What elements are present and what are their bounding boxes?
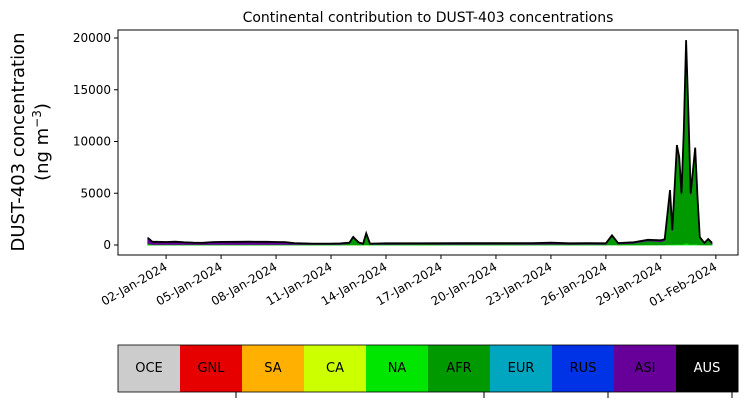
legend-label-oce: OCE: [135, 361, 163, 376]
legend-label-ca: CA: [326, 361, 344, 376]
legend-label-na: NA: [388, 361, 407, 376]
legend-swatch-ca: [304, 345, 367, 392]
axes: 0500010000150002000002-Jan-202405-Jan-20…: [73, 29, 739, 309]
y-axis-label-unit: (ng m: [32, 128, 53, 181]
legend-swatch-gnl: [180, 345, 243, 392]
y-tick-label: 15000: [73, 83, 111, 97]
legend-swatch-aus: [676, 345, 739, 392]
y-axis-label-exponent: −3: [30, 110, 44, 128]
legend-label-sa: SA: [264, 361, 281, 376]
y-axis-label-line1: DUST-403 concentration: [8, 32, 29, 251]
legend-label-gnl: GNL: [197, 361, 225, 376]
y-axis-label-close: ): [32, 103, 53, 110]
legend-label-asi: ASI: [635, 361, 656, 376]
legend-frame: [117, 344, 739, 393]
legend-swatch-na: [366, 345, 429, 392]
area-afr: [147, 42, 713, 246]
total-line: [147, 40, 713, 245]
legend-label-aus: AUS: [694, 361, 721, 376]
legend-swatch-rus: [552, 345, 615, 392]
legend-swatch-oce: [118, 345, 181, 392]
area-asi: [147, 40, 713, 245]
chart-title: Continental contribution to DUST-403 con…: [243, 10, 614, 26]
plot-area: [147, 40, 713, 246]
legend-swatch-eur: [490, 345, 553, 392]
axes-frame: [117, 29, 739, 256]
legend-label-eur: EUR: [508, 361, 535, 376]
y-axis-label-line2: (ng m−3): [30, 103, 53, 181]
legend-swatch-asi: [614, 345, 677, 392]
y-tick-label: 10000: [73, 135, 111, 149]
y-tick-label: 0: [103, 238, 111, 252]
legend-colorbar: OCE GNL SA CA NA AFR EUR RUS ASI AUS: [117, 344, 739, 398]
legend-label-rus: RUS: [570, 361, 597, 376]
y-tick-label: 20000: [73, 31, 111, 45]
legend-label-afr: AFR: [446, 361, 471, 376]
y-axis-label: DUST-403 concentration (ng m−3): [8, 32, 53, 251]
legend-swatch-sa: [242, 345, 305, 392]
legend-swatch-afr: [428, 345, 491, 392]
y-tick-label: 5000: [80, 186, 111, 200]
